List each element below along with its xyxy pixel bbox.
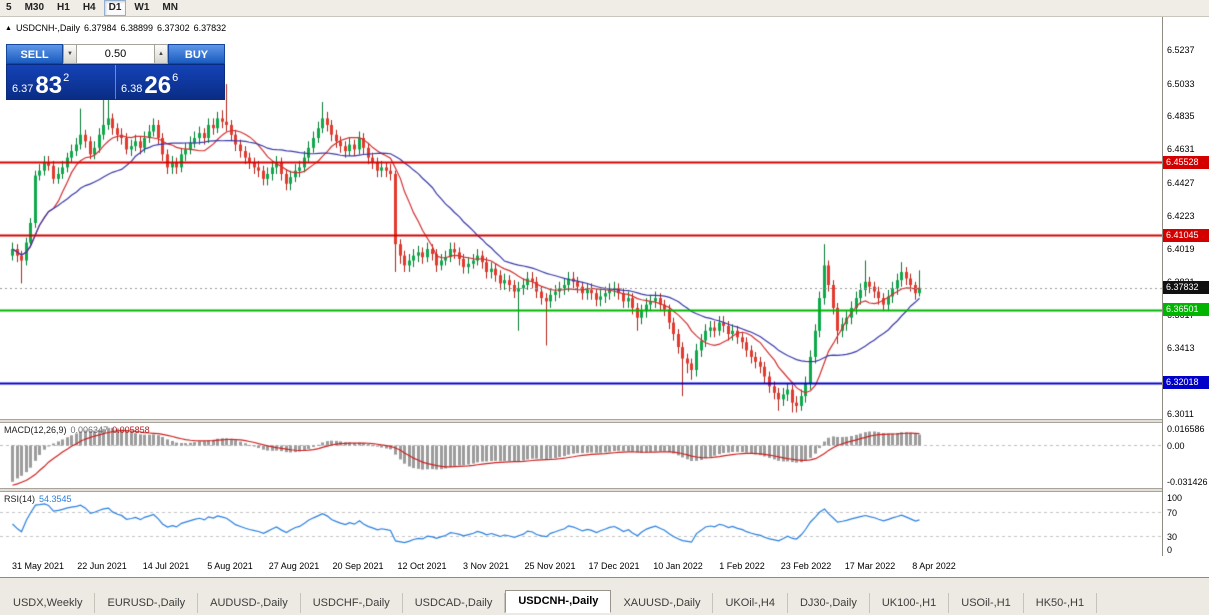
price-axis-tick: 6.4019	[1167, 244, 1195, 255]
price-axis-tick: 6.5237	[1167, 45, 1195, 56]
sell-price-display[interactable]: 6.37 83 2	[7, 65, 116, 99]
rsi-axis-label: 0	[1167, 545, 1173, 555]
time-axis-label: 27 Aug 2021	[268, 561, 320, 571]
chart-tab-xauusd-daily[interactable]: XAUUSD-,Daily	[611, 593, 714, 613]
sell-price-prefix: 6.37	[12, 83, 34, 95]
support-line-price-label: 6.36501	[1163, 303, 1209, 316]
time-axis-label: 20 Sep 2021	[332, 561, 384, 571]
buy-price-prefix: 6.38	[121, 83, 143, 95]
chart-tab-usdx-weekly[interactable]: USDX,Weekly	[1, 593, 96, 613]
chart-tab-usoil-h1[interactable]: USOil-,H1	[949, 593, 1024, 613]
volume-increase-icon[interactable]: ▲	[154, 44, 168, 64]
time-axis-label: 22 Jun 2021	[77, 561, 127, 571]
timeframe-button-h4[interactable]: H4	[82, 2, 96, 13]
panel-splitter[interactable]	[0, 419, 1209, 423]
current-price-price-label: 6.37832	[1163, 281, 1209, 295]
time-axis-label: 12 Oct 2021	[397, 561, 447, 571]
time-axis-label: 25 Nov 2021	[524, 561, 576, 571]
volume-decrease-icon[interactable]: ▼	[63, 44, 77, 64]
sell-price-pip-digit: 2	[63, 72, 70, 84]
timeframe-button-5[interactable]: 5	[6, 2, 12, 13]
price-axis-tick: 6.3413	[1167, 343, 1195, 354]
macd-main-value: 0.006347	[70, 425, 109, 435]
chart-ohlc-header: ▲ USDCNH-,Daily 6.37984 6.38899 6.37302 …	[5, 23, 226, 33]
timeframe-button-h1[interactable]: H1	[57, 2, 70, 13]
chart-tab-usdcnh-daily[interactable]: USDCNH-,Daily	[505, 590, 612, 613]
ohlc-low: 6.37302	[157, 23, 190, 33]
rsi-axis-label: 30	[1167, 532, 1178, 542]
price-axis[interactable]: 6.5237 6.5033 6.4835 6.4631 6.4427 6.4223 6.40…	[1163, 17, 1209, 556]
volume-input[interactable]	[77, 44, 154, 64]
price-axis-tick: 6.5033	[1167, 78, 1195, 89]
rsi-header: RSI(14) 54.3545	[4, 494, 72, 504]
rsi-axis-label: 100	[1167, 493, 1183, 503]
chart-tab-usdchf-daily[interactable]: USDCHF-,Daily	[301, 593, 403, 613]
timeframe-button-m30[interactable]: M30	[24, 2, 45, 13]
axis-separator	[1162, 17, 1163, 556]
macd-axis-label: 0.016586	[1167, 424, 1205, 434]
macd-axis-label: 0.00	[1167, 440, 1185, 451]
time-axis-label: 17 Dec 2021	[588, 561, 640, 571]
buy-price-display[interactable]: 6.38 26 6	[116, 65, 224, 99]
ohlc-open: 6.37984	[83, 23, 117, 33]
panel-splitter[interactable]	[0, 488, 1209, 492]
timeframe-button-d1[interactable]: D1	[103, 0, 127, 16]
chart-tab-ukoil-h4[interactable]: UKOil-,H4	[713, 593, 788, 613]
price-axis-tick: 6.4223	[1167, 210, 1195, 221]
time-axis-label: 14 Jul 2021	[142, 561, 190, 571]
price-axis-tick: 6.4835	[1167, 111, 1195, 121]
time-axis-label: 1 Feb 2022	[719, 561, 765, 571]
chart-tab-eurusd-daily[interactable]: EURUSD-,Daily	[95, 593, 199, 613]
chart-tab-uk100-h1[interactable]: UK100-,H1	[870, 593, 950, 613]
time-axis-label: 8 Apr 2022	[912, 561, 956, 571]
buy-price-pip-digit: 6	[172, 72, 179, 84]
timeframe-button-mn[interactable]: MN	[162, 2, 178, 13]
macd-signal-value: 0.005858	[112, 425, 150, 435]
rsi-axis-label: 70	[1167, 508, 1178, 518]
chart-tab-audusd-daily[interactable]: AUDUSD-,Daily	[198, 593, 301, 613]
time-axis[interactable]: 31 May 2021 22 Jun 2021 14 Jul 2021 5 Aug 2…	[0, 556, 1209, 578]
time-axis-label: 10 Jan 2022	[653, 561, 703, 571]
collapse-trade-panel-icon[interactable]: ▲	[5, 24, 12, 32]
price-axis-tick: 6.4631	[1167, 144, 1195, 155]
chart-tab-dj30-daily[interactable]: DJ30-,Daily	[788, 593, 870, 613]
macd-header: MACD(12,26,9) 0.006347 0.005858	[4, 425, 150, 435]
buy-button[interactable]: BUY	[168, 44, 225, 64]
macd-indicator-canvas[interactable]	[0, 423, 1162, 488]
chart-tab-usdcad-daily[interactable]: USDCAD-,Daily	[403, 593, 506, 613]
timeframe-button-w1[interactable]: W1	[134, 2, 150, 13]
resistance-line-price-label: 6.41045	[1163, 228, 1209, 242]
time-axis-label: 23 Feb 2022	[780, 561, 832, 571]
rsi-indicator-canvas[interactable]	[0, 492, 1162, 556]
resistance-line-price-label: 6.45528	[1163, 155, 1209, 169]
price-axis-tick: 6.4427	[1167, 177, 1195, 188]
rsi-value: 54.3545	[39, 494, 72, 504]
time-axis-label: 31 May 2021	[11, 561, 65, 571]
chart-tab-hk50-h1[interactable]: HK50-,H1	[1024, 593, 1098, 613]
price-axis-tick: 6.3011	[1167, 408, 1194, 419]
ohlc-high: 6.38899	[120, 23, 154, 33]
time-axis-label: 3 Nov 2021	[462, 561, 510, 571]
macd-label: MACD(12,26,9)	[4, 425, 67, 435]
buy-price-big-digits: 26	[144, 72, 172, 99]
sell-button[interactable]: SELL	[6, 44, 63, 64]
chart-tab-row: USDX,Weekly EURUSD-,Daily AUDUSD-,Daily USD…	[1, 590, 1098, 613]
support-line-price-label: 6.32018	[1163, 376, 1209, 390]
sell-price-big-digits: 83	[35, 72, 63, 99]
macd-axis-label: -0.031426	[1167, 477, 1208, 487]
rsi-label: RSI(14)	[4, 494, 36, 504]
symbol-title: USDCNH-,Daily	[15, 23, 80, 33]
one-click-trading-panel: SELL ▼ ▲ BUY 6.37 83 2 6.38 26 6	[6, 44, 225, 100]
time-axis-label: 17 Mar 2022	[844, 561, 896, 571]
chart-tabs-bar: USDX,Weekly EURUSD-,Daily AUDUSD-,Daily USD…	[0, 578, 1209, 615]
time-axis-label: 5 Aug 2021	[207, 561, 253, 571]
ohlc-close: 6.37832	[193, 23, 227, 33]
timeframe-toolbar: 5 M30 H1 H4 D1 W1 MN	[0, 0, 1209, 17]
